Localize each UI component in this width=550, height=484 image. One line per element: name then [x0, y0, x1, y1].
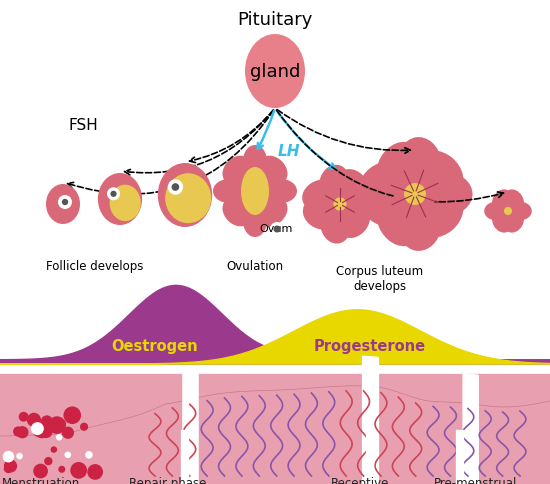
Ellipse shape [165, 174, 211, 224]
Ellipse shape [245, 35, 305, 109]
Circle shape [70, 462, 87, 479]
Circle shape [58, 420, 66, 427]
Ellipse shape [343, 188, 380, 218]
Ellipse shape [243, 206, 267, 238]
Ellipse shape [499, 203, 516, 220]
Ellipse shape [233, 157, 277, 227]
Ellipse shape [109, 185, 141, 222]
Circle shape [80, 423, 88, 431]
Circle shape [31, 423, 44, 435]
Ellipse shape [265, 180, 297, 204]
Text: Ovulation: Ovulation [227, 259, 284, 272]
Ellipse shape [492, 190, 512, 212]
Circle shape [44, 457, 52, 465]
Circle shape [111, 191, 117, 197]
Ellipse shape [404, 184, 426, 206]
Circle shape [48, 416, 66, 434]
Circle shape [58, 466, 65, 473]
Text: Ovum: Ovum [259, 224, 293, 233]
Text: Receptive
phase: Receptive phase [331, 476, 389, 484]
Ellipse shape [243, 146, 267, 178]
Circle shape [19, 412, 29, 422]
Circle shape [64, 452, 71, 458]
Circle shape [87, 464, 103, 480]
Circle shape [32, 425, 45, 437]
Ellipse shape [360, 182, 413, 227]
Ellipse shape [46, 184, 80, 225]
Ellipse shape [222, 156, 251, 184]
Ellipse shape [98, 174, 142, 226]
Text: Progesterone: Progesterone [314, 339, 426, 354]
Circle shape [3, 451, 14, 463]
Text: Menstruation: Menstruation [2, 476, 80, 484]
Circle shape [172, 184, 179, 192]
Ellipse shape [413, 151, 463, 199]
Ellipse shape [343, 190, 380, 220]
Ellipse shape [484, 202, 508, 221]
Circle shape [63, 407, 81, 424]
Text: gland: gland [250, 63, 300, 81]
Ellipse shape [320, 207, 351, 244]
Ellipse shape [508, 202, 532, 221]
Ellipse shape [377, 195, 423, 247]
Ellipse shape [377, 142, 423, 195]
Circle shape [41, 415, 53, 427]
Ellipse shape [222, 198, 251, 227]
Ellipse shape [327, 191, 354, 218]
Circle shape [56, 434, 62, 440]
Ellipse shape [418, 173, 472, 216]
Circle shape [16, 453, 23, 459]
Ellipse shape [394, 174, 436, 215]
Ellipse shape [333, 198, 346, 211]
Ellipse shape [303, 198, 339, 230]
Ellipse shape [158, 164, 212, 227]
Text: FSH: FSH [68, 117, 98, 132]
Text: LH: LH [278, 144, 300, 159]
FancyBboxPatch shape [0, 374, 550, 484]
Circle shape [4, 464, 13, 473]
Circle shape [62, 199, 68, 206]
Text: Corpus luteum
develops: Corpus luteum develops [337, 264, 424, 292]
Text: Repair phase: Repair phase [129, 476, 206, 484]
Ellipse shape [504, 211, 524, 233]
Ellipse shape [213, 180, 245, 204]
Circle shape [273, 226, 281, 233]
Ellipse shape [398, 197, 442, 251]
Circle shape [59, 421, 66, 428]
Circle shape [40, 425, 53, 438]
Ellipse shape [492, 211, 512, 233]
Text: Pituitary: Pituitary [237, 11, 313, 29]
Circle shape [168, 180, 183, 195]
Circle shape [4, 459, 17, 472]
Circle shape [58, 196, 72, 210]
Ellipse shape [337, 204, 370, 239]
Ellipse shape [413, 190, 463, 238]
Ellipse shape [259, 156, 288, 184]
Circle shape [107, 188, 120, 201]
Ellipse shape [504, 190, 524, 212]
Circle shape [33, 464, 48, 479]
Circle shape [85, 451, 93, 459]
Ellipse shape [259, 198, 288, 227]
Text: Oestrogen: Oestrogen [112, 339, 199, 354]
Circle shape [51, 446, 57, 453]
Ellipse shape [398, 138, 442, 192]
Circle shape [13, 426, 24, 437]
Circle shape [16, 426, 29, 439]
Text: Follicle develops: Follicle develops [46, 259, 144, 272]
Circle shape [62, 427, 74, 439]
Ellipse shape [319, 166, 350, 202]
Ellipse shape [302, 180, 338, 212]
Circle shape [270, 223, 284, 237]
Ellipse shape [337, 170, 369, 205]
Circle shape [27, 413, 41, 427]
Ellipse shape [504, 208, 512, 216]
Text: Pre-menstrual
phase: Pre-menstrual phase [434, 476, 518, 484]
Ellipse shape [360, 162, 413, 207]
Ellipse shape [241, 167, 269, 215]
Circle shape [34, 423, 50, 439]
